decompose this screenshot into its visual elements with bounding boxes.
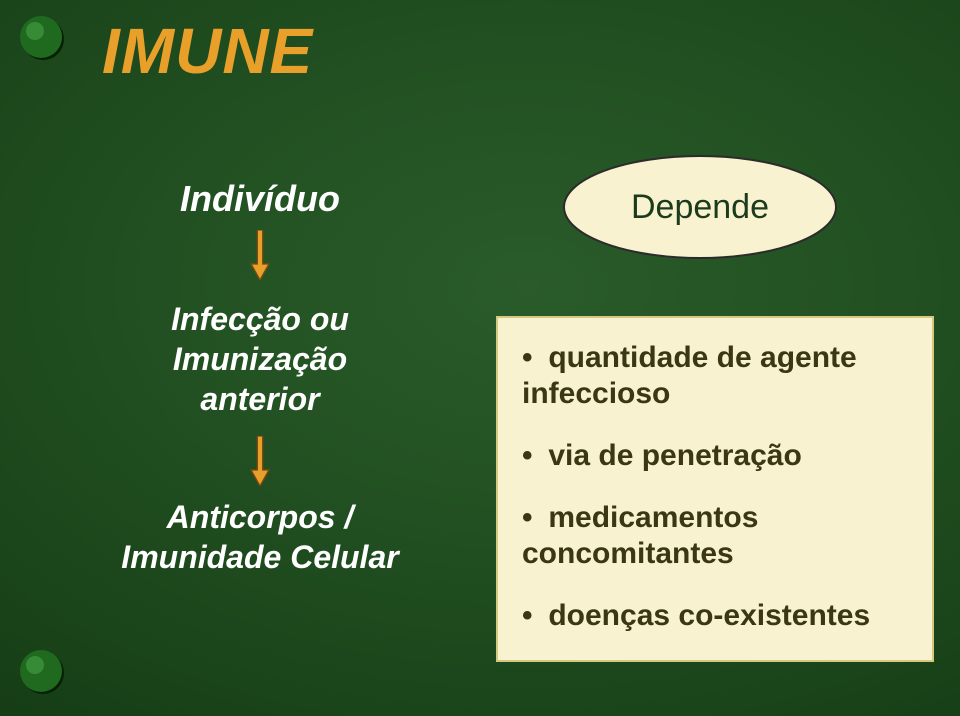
- arrow-down-2: [250, 436, 270, 486]
- factor-item: • medicamentos concomitantes: [522, 500, 908, 572]
- slide-root: IMUNE Indivíduo Infecção ou Imunização a…: [0, 0, 960, 716]
- factor-text: quantidade de agente infeccioso: [522, 341, 857, 410]
- decorative-dot-top: [16, 12, 66, 62]
- node-infeccao-line2: Imunização: [173, 341, 347, 377]
- factor-text: doenças co-existentes: [548, 599, 870, 632]
- factor-item: • doenças co-existentes: [522, 598, 908, 634]
- factors-box: • quantidade de agente infeccioso • via …: [496, 316, 934, 662]
- bullet-icon: •: [522, 340, 540, 376]
- factor-text: via de penetração: [548, 439, 801, 472]
- arrow-down-1: [250, 230, 270, 280]
- node-infeccao-line1: Infecção ou: [171, 301, 349, 337]
- node-infeccao-line3: anterior: [200, 381, 319, 417]
- node-anticorpos: Anticorpos / Imunidade Celular: [70, 497, 450, 577]
- factor-text: medicamentos concomitantes: [522, 501, 758, 570]
- decorative-dot-bottom: [16, 646, 66, 696]
- node-anticorpos-line2: Imunidade Celular: [121, 539, 398, 575]
- node-infeccao: Infecção ou Imunização anterior: [70, 299, 450, 419]
- bullet-icon: •: [522, 438, 540, 474]
- bullet-icon: •: [522, 500, 540, 536]
- factor-item: • quantidade de agente infeccioso: [522, 340, 908, 412]
- depende-node: Depende: [560, 152, 840, 262]
- factor-item: • via de penetração: [522, 438, 908, 474]
- slide-title: IMUNE: [102, 14, 313, 88]
- depende-label: Depende: [560, 152, 840, 262]
- node-individuo: Indivíduo: [70, 176, 450, 221]
- node-anticorpos-line1: Anticorpos /: [167, 499, 354, 535]
- bullet-icon: •: [522, 598, 540, 634]
